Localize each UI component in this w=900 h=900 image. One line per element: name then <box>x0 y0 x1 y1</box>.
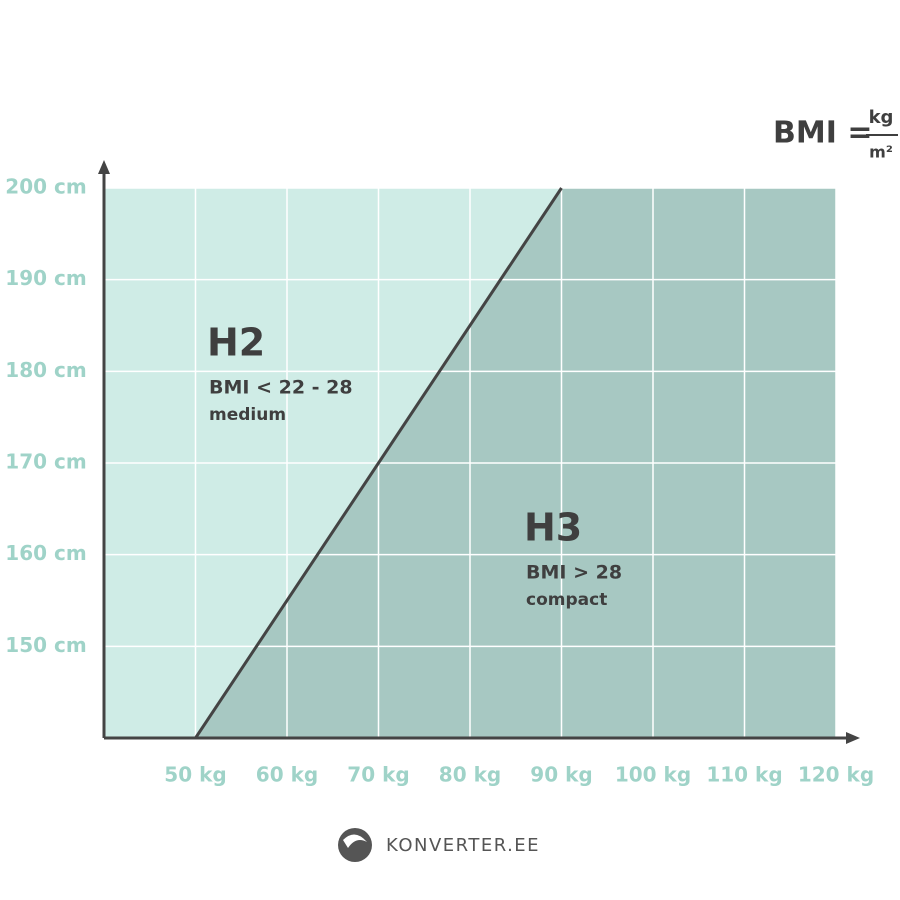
y-tick-label: 150 cm <box>5 633 86 657</box>
x-tick-label: 100 kg <box>615 763 691 787</box>
x-tick-label: 90 kg <box>530 763 592 787</box>
region-name: H3 <box>524 506 582 550</box>
x-tick-label: 50 kg <box>164 763 226 787</box>
x-tick-label: 120 kg <box>798 763 874 787</box>
x-tick-label: 60 kg <box>256 763 318 787</box>
boundary-line <box>194 187 563 739</box>
y-tick-label: 180 cm <box>5 358 86 382</box>
x-tick-label: 70 kg <box>347 763 409 787</box>
y-axis-arrow <box>98 160 110 174</box>
x-axis-arrow <box>846 732 860 744</box>
formula-numerator: kg <box>869 107 894 128</box>
region-description: BMI < 22 - 28 <box>209 377 353 399</box>
watermark-logo <box>338 828 372 862</box>
x-tick-label: 80 kg <box>439 763 501 787</box>
y-tick-label: 200 cm <box>5 175 86 199</box>
region-size: compact <box>526 590 607 610</box>
region-description: BMI > 28 <box>526 562 622 584</box>
y-tick-label: 170 cm <box>5 450 86 474</box>
y-tick-label: 160 cm <box>5 541 86 565</box>
watermark-logo-swirl <box>343 834 367 848</box>
y-tick-label: 190 cm <box>5 266 86 290</box>
formula: BMI = kg m² <box>773 107 898 162</box>
formula-lhs: BMI = <box>773 116 872 151</box>
region-name: H2 <box>207 321 265 365</box>
formula-denominator: m² <box>869 143 893 162</box>
watermark: KONVERTER.EE <box>386 835 540 856</box>
x-tick-label: 110 kg <box>706 763 782 787</box>
region-size: medium <box>209 405 286 425</box>
